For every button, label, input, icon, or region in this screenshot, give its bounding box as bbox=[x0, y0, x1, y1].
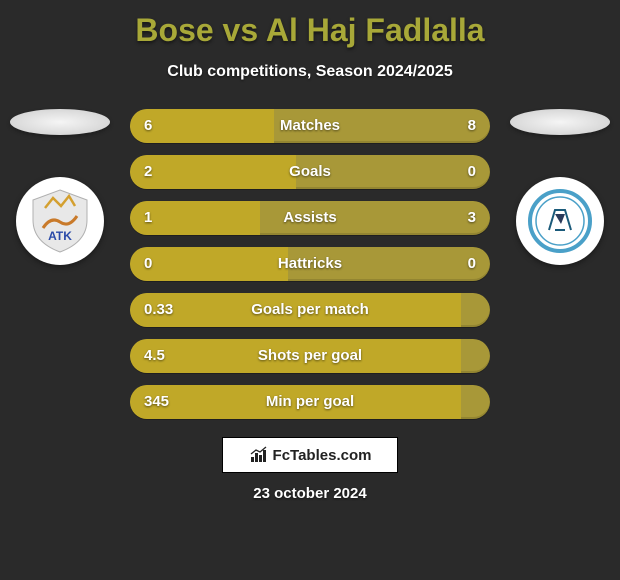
brand-text: FcTables.com bbox=[273, 447, 372, 464]
stat-row: 1Assists3 bbox=[130, 201, 490, 235]
stat-right-value: 0 bbox=[468, 155, 476, 189]
player-left-column: ATK bbox=[5, 109, 115, 265]
subtitle: Club competitions, Season 2024/2025 bbox=[0, 63, 620, 81]
club-badge-left-icon: ATK bbox=[25, 186, 95, 256]
stat-right-value: 0 bbox=[468, 247, 476, 281]
svg-text:ATK: ATK bbox=[48, 229, 72, 243]
player-right-badge bbox=[516, 177, 604, 265]
player-left-badge: ATK bbox=[16, 177, 104, 265]
stat-row: 2Goals0 bbox=[130, 155, 490, 189]
stat-label: Shots per goal bbox=[130, 339, 490, 373]
stat-label: Goals bbox=[130, 155, 490, 189]
content: ATK 6Matches82Goals01Assists30Hattricks0… bbox=[0, 109, 620, 419]
stat-row: 0Hattricks0 bbox=[130, 247, 490, 281]
stat-label: Assists bbox=[130, 201, 490, 235]
player-left-silhouette bbox=[10, 109, 110, 135]
stat-label: Matches bbox=[130, 109, 490, 143]
club-badge-right-icon bbox=[525, 186, 595, 256]
stat-label: Goals per match bbox=[130, 293, 490, 327]
player-right-silhouette bbox=[510, 109, 610, 135]
stat-row: 345Min per goal bbox=[130, 385, 490, 419]
date-text: 23 october 2024 bbox=[0, 485, 620, 502]
brand-chart-icon bbox=[249, 446, 269, 464]
player-right-column bbox=[505, 109, 615, 265]
brand-link[interactable]: FcTables.com bbox=[222, 437, 398, 473]
stats-list: 6Matches82Goals01Assists30Hattricks00.33… bbox=[130, 109, 490, 419]
stat-row: 4.5Shots per goal bbox=[130, 339, 490, 373]
stat-right-value: 3 bbox=[468, 201, 476, 235]
page-title: Bose vs Al Haj Fadlalla bbox=[0, 0, 620, 49]
stat-label: Hattricks bbox=[130, 247, 490, 281]
stat-label: Min per goal bbox=[130, 385, 490, 419]
stat-row: 0.33Goals per match bbox=[130, 293, 490, 327]
stat-right-value: 8 bbox=[468, 109, 476, 143]
stat-row: 6Matches8 bbox=[130, 109, 490, 143]
